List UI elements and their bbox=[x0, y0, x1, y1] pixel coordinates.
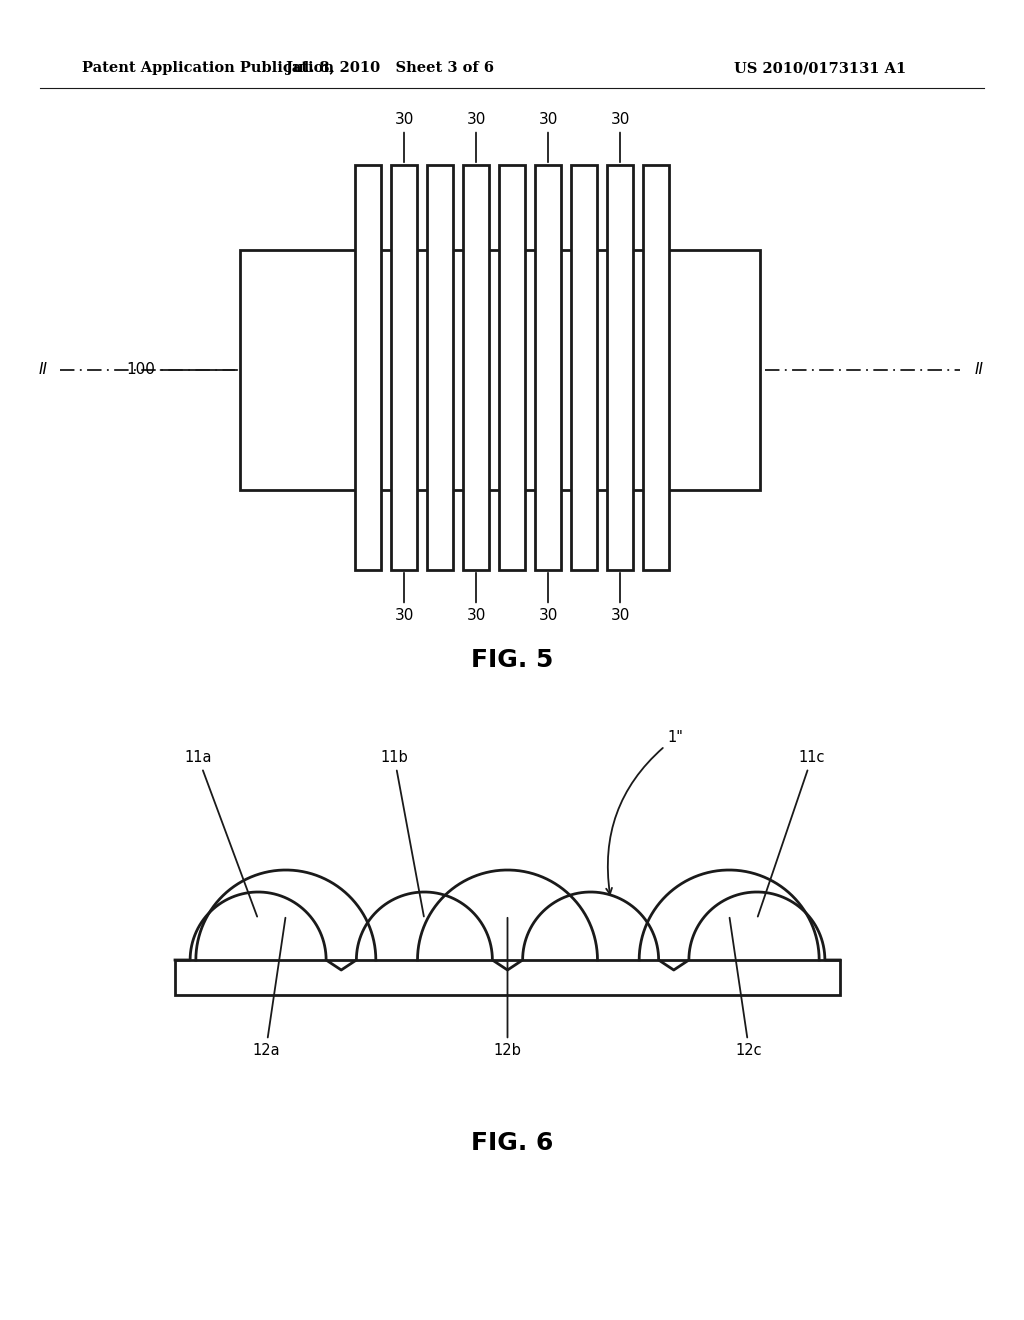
Bar bbox=[355, 165, 381, 570]
Bar bbox=[391, 165, 417, 570]
Text: 30: 30 bbox=[539, 573, 558, 623]
Bar bbox=[463, 165, 489, 570]
Text: II: II bbox=[39, 363, 48, 378]
Bar bbox=[240, 249, 760, 490]
Bar bbox=[643, 165, 669, 570]
Polygon shape bbox=[175, 892, 840, 970]
Text: 12c: 12c bbox=[729, 917, 763, 1059]
Text: FIG. 6: FIG. 6 bbox=[471, 1131, 553, 1155]
Text: 11a: 11a bbox=[184, 750, 257, 916]
Bar bbox=[571, 165, 597, 570]
Text: 1": 1" bbox=[606, 730, 684, 894]
Text: II: II bbox=[975, 363, 984, 378]
Text: 11b: 11b bbox=[381, 750, 424, 916]
Text: 30: 30 bbox=[610, 573, 630, 623]
Text: 30: 30 bbox=[394, 573, 414, 623]
Text: 12a: 12a bbox=[252, 917, 286, 1059]
Bar bbox=[535, 165, 561, 570]
Bar bbox=[427, 165, 453, 570]
Text: US 2010/0173131 A1: US 2010/0173131 A1 bbox=[734, 61, 906, 75]
Bar bbox=[607, 165, 633, 570]
Text: 12b: 12b bbox=[494, 917, 521, 1059]
Text: 11c: 11c bbox=[758, 750, 825, 916]
Text: 30: 30 bbox=[466, 112, 485, 162]
Text: Jul. 8, 2010   Sheet 3 of 6: Jul. 8, 2010 Sheet 3 of 6 bbox=[286, 61, 494, 75]
Bar bbox=[499, 165, 525, 570]
Text: FIG. 5: FIG. 5 bbox=[471, 648, 553, 672]
Text: 30: 30 bbox=[466, 573, 485, 623]
Bar bbox=[175, 960, 840, 995]
Text: 30: 30 bbox=[610, 112, 630, 162]
Text: 30: 30 bbox=[394, 112, 414, 162]
Text: 100: 100 bbox=[126, 363, 238, 378]
Text: Patent Application Publication: Patent Application Publication bbox=[82, 61, 334, 75]
Text: 30: 30 bbox=[539, 112, 558, 162]
